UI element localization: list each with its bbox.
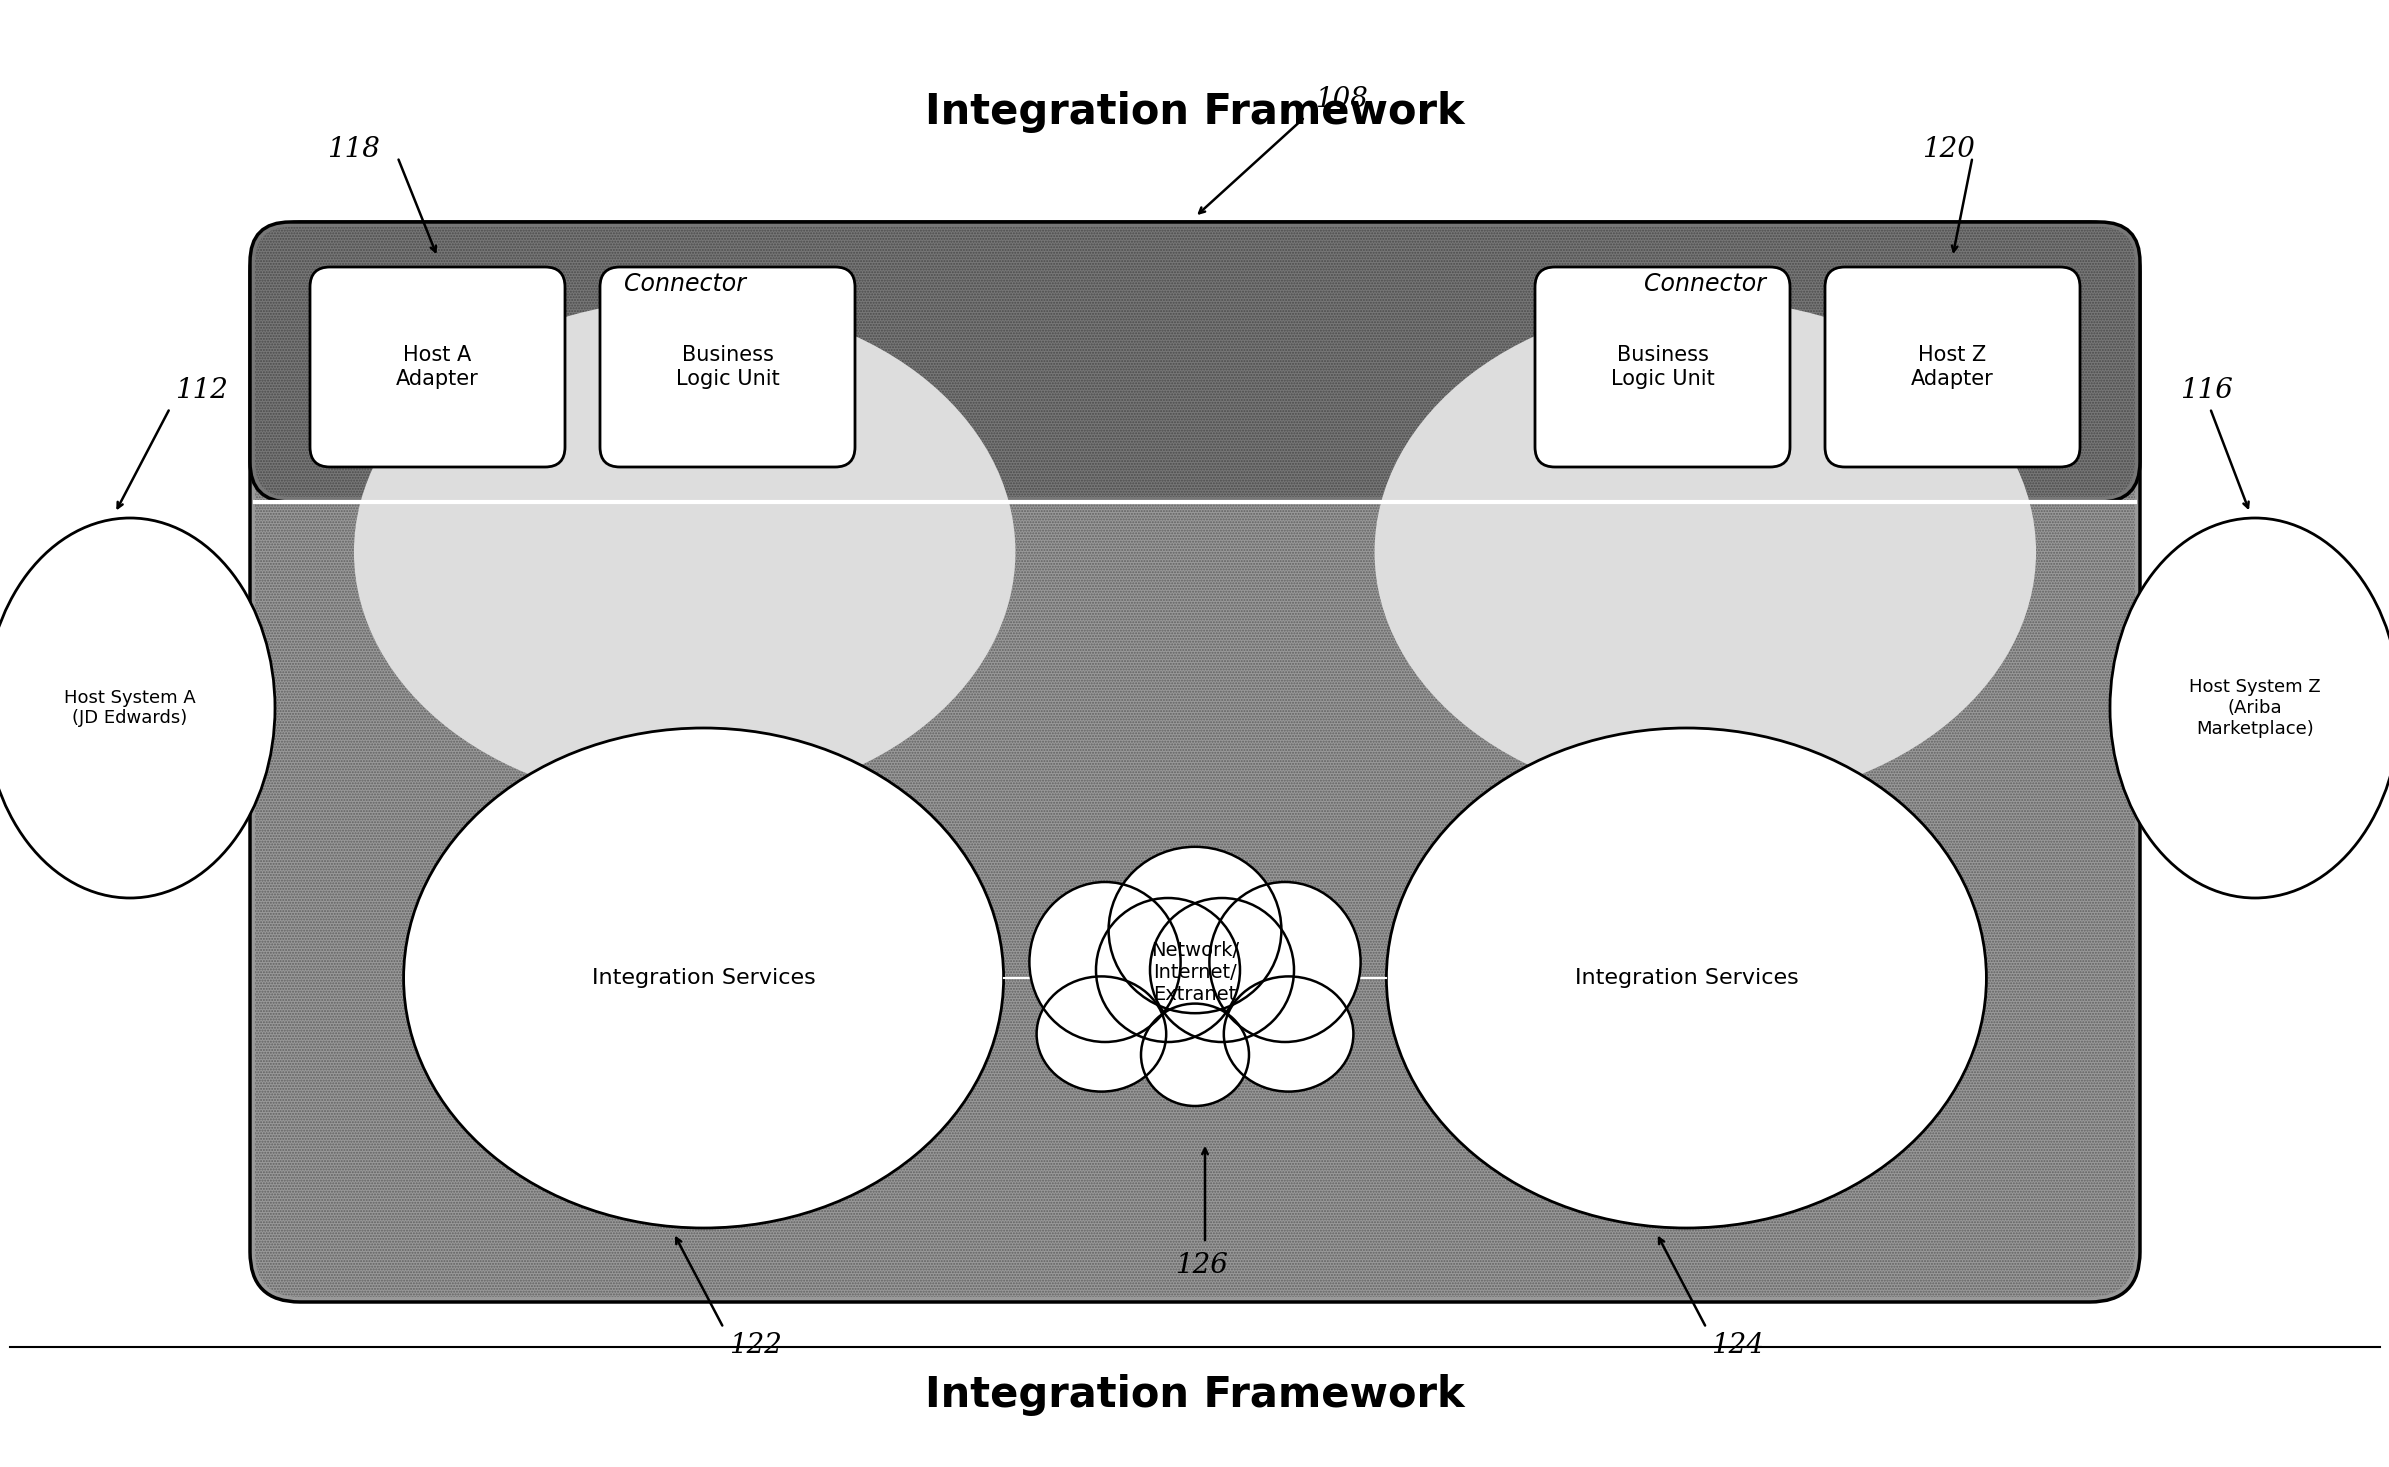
- Ellipse shape: [1037, 977, 1166, 1091]
- Text: 122: 122: [729, 1332, 781, 1358]
- Text: 124: 124: [1711, 1332, 1763, 1358]
- FancyBboxPatch shape: [311, 267, 566, 467]
- Ellipse shape: [1108, 846, 1281, 1014]
- FancyBboxPatch shape: [600, 267, 855, 467]
- Ellipse shape: [404, 728, 1003, 1228]
- Text: Business
Logic Unit: Business Logic Unit: [676, 345, 779, 389]
- Ellipse shape: [2109, 518, 2389, 898]
- Ellipse shape: [354, 299, 1015, 804]
- Ellipse shape: [1030, 882, 1180, 1042]
- Text: 126: 126: [1175, 1251, 1228, 1279]
- Text: Integration Services: Integration Services: [592, 968, 815, 987]
- Text: Integration Framework: Integration Framework: [925, 91, 1464, 133]
- Ellipse shape: [1097, 898, 1240, 1042]
- Ellipse shape: [1209, 882, 1362, 1042]
- Ellipse shape: [1149, 898, 1295, 1042]
- Ellipse shape: [1386, 728, 1985, 1228]
- Text: Host Z
Adapter: Host Z Adapter: [1911, 345, 1995, 389]
- Text: Host System Z
(Ariba
Marketplace): Host System Z (Ariba Marketplace): [2188, 678, 2320, 738]
- Text: Connector: Connector: [1644, 271, 1765, 295]
- Text: Connector: Connector: [624, 271, 745, 295]
- Text: Integration Services: Integration Services: [1574, 968, 1799, 987]
- Ellipse shape: [1223, 977, 1355, 1091]
- Ellipse shape: [1374, 299, 2035, 804]
- Text: Business
Logic Unit: Business Logic Unit: [1610, 345, 1715, 389]
- FancyBboxPatch shape: [251, 222, 2141, 1303]
- Text: Network/
Internet/
Extranet: Network/ Internet/ Extranet: [1151, 942, 1240, 1005]
- FancyBboxPatch shape: [1825, 267, 2081, 467]
- Ellipse shape: [0, 518, 275, 898]
- Text: Host A
Adapter: Host A Adapter: [397, 345, 478, 389]
- Text: Integration Framework: Integration Framework: [925, 1375, 1464, 1416]
- Text: 108: 108: [1314, 87, 1369, 113]
- FancyBboxPatch shape: [251, 222, 2141, 502]
- FancyBboxPatch shape: [1536, 267, 1789, 467]
- Ellipse shape: [1142, 1003, 1249, 1106]
- Text: 120: 120: [1923, 136, 1976, 163]
- Text: 112: 112: [174, 377, 227, 403]
- Text: 116: 116: [2181, 377, 2234, 403]
- Text: Host System A
(JD Edwards): Host System A (JD Edwards): [65, 688, 196, 728]
- Text: 118: 118: [327, 136, 380, 163]
